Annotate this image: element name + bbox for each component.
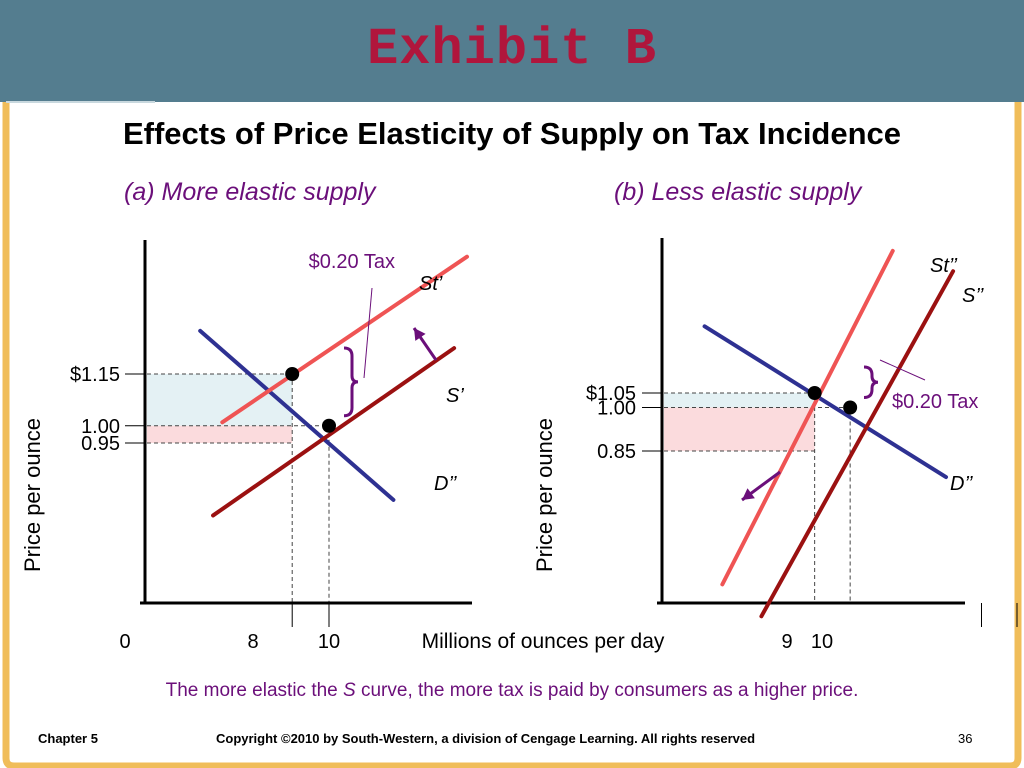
panel-b-y-tick-label-2: 0.85 (597, 441, 636, 463)
panel-b-title: (b) Less elastic supply (614, 178, 862, 206)
panel-a-equilibrium-point-1 (322, 418, 336, 433)
panel-a-consumer-burden-area (147, 374, 293, 426)
panel-a-curve-label-2: St’ (419, 273, 443, 295)
panel-a-x-tick-label-0: 0 (119, 631, 130, 653)
panel-a-curve-label-1: S’ (446, 385, 464, 407)
panel-a-tax-pointer (363, 287, 373, 379)
panel-b-curve-label-1: S’’ (962, 285, 984, 307)
footer-copyright: Copyright ©2010 by South-Western, a divi… (216, 731, 756, 746)
panel-b-curve-0 (702, 324, 948, 480)
panel-a-y-tick-label-0: $1.15 (70, 364, 120, 386)
header-bar (0, 0, 1024, 102)
panel-a-tax-label: $0.20 Tax (309, 251, 395, 273)
footer-page-number: 36 (958, 731, 973, 746)
panel-b-y-axis-label: Price per ounce (532, 418, 557, 572)
panel-b-curve-label-2: St’’ (930, 255, 958, 277)
panel-a-y-tick-label-2: 0.95 (81, 433, 120, 455)
panel-a-y-axis-label: Price per ounce (20, 418, 45, 572)
panel-a-curve-label-0: D’’ (434, 473, 457, 495)
caption: The more elastic the S curve, the more t… (0, 680, 1024, 702)
slide-subtitle: Effects of Price Elasticity of Supply on… (122, 116, 902, 151)
exhibit-title: Exhibit B (367, 20, 657, 79)
panel-b-curve-label-0: D’’ (950, 473, 973, 495)
panel-b-curve-2 (720, 248, 895, 587)
panel-b-tax-pointer (879, 359, 926, 381)
caption-italic: S (343, 680, 356, 701)
panel-b-tax-label: $0.20 Tax (892, 391, 978, 413)
panel-b-x-tick-label-0: 9 (781, 631, 792, 653)
x-axis-label: Millions of ounces per day (422, 630, 665, 653)
panel-a-equilibrium-point-0 (285, 367, 300, 381)
panel-a-tax-bracket (343, 346, 359, 418)
panel-a-x-tick-label-2: 10 (318, 631, 340, 653)
panel-a-title: (a) More elastic supply (124, 178, 376, 206)
panel-a-x-tick-label-1: 8 (247, 631, 258, 653)
panel-b-tax-bracket (863, 365, 879, 399)
caption-text-start: The more elastic the (165, 680, 344, 701)
panel-b-x-tick-label-1: 10 (811, 631, 833, 653)
panel-b-y-tick-label-1: 1.00 (597, 398, 636, 420)
panel-a-shift-arrow-head (414, 328, 426, 341)
panel-b-producer-burden-area (664, 407, 815, 451)
panel-a-y-tick-label-1: 1.00 (81, 416, 120, 438)
panel-b-shift-arrow-head (742, 488, 755, 500)
caption-text-end: curve, the more tax is paid by consumers… (355, 680, 859, 701)
panel-a-curve-2 (220, 254, 469, 425)
panel-b-curve-1 (759, 269, 956, 619)
panel-a-producer-burden-area (147, 425, 293, 443)
panel-a-curve-0 (198, 328, 396, 502)
footer-chapter: Chapter 5 (38, 731, 98, 746)
panel-b-y-tick-label-0: $1.05 (586, 383, 636, 405)
panel-b-consumer-burden-area (664, 393, 815, 408)
panel-a-curve-1 (211, 346, 457, 518)
panel-b-equilibrium-point-1 (843, 400, 858, 415)
panel-b-equilibrium-point-0 (807, 386, 822, 400)
